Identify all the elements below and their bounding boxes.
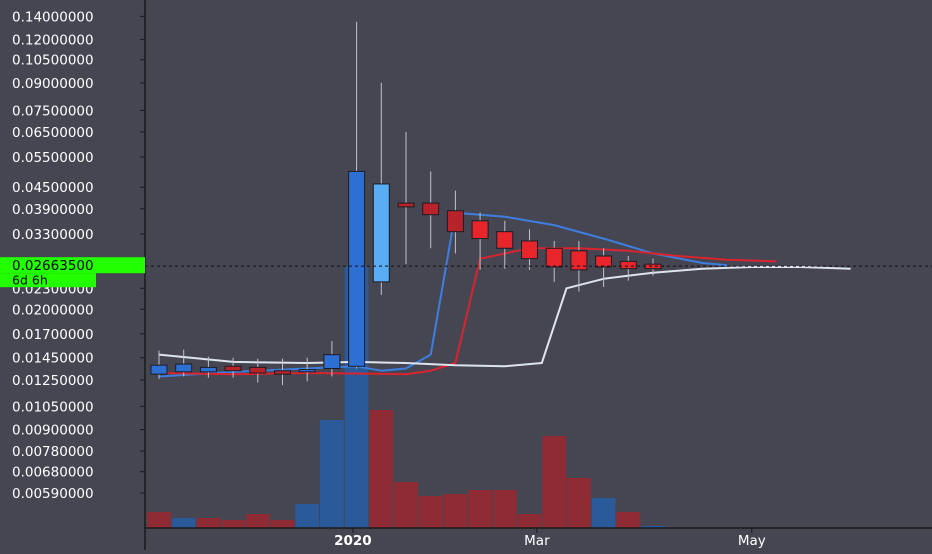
volume-bar	[245, 514, 270, 528]
candle-body	[471, 220, 489, 240]
volume-bar	[641, 526, 665, 528]
candle-body	[644, 263, 662, 270]
volume-bar	[468, 490, 492, 528]
y-tick-label: 0.00590000	[12, 486, 94, 502]
candle-body	[595, 255, 613, 268]
y-tick-label: 0.09000000	[12, 76, 94, 92]
volume-bar	[147, 512, 171, 528]
volume-bar	[221, 520, 245, 528]
countdown-badge	[0, 273, 96, 288]
candle-body	[348, 170, 366, 367]
candle	[496, 220, 514, 269]
candle-body	[298, 369, 316, 373]
candle	[397, 131, 415, 265]
countdown-label: 6d 6h	[12, 273, 48, 288]
candles	[150, 21, 662, 385]
volume-bar	[591, 498, 616, 528]
y-tick-label: 0.03900000	[12, 202, 94, 218]
candle-body	[274, 370, 291, 375]
candle	[471, 212, 489, 270]
candle	[199, 356, 217, 378]
volume-bar	[369, 410, 394, 528]
volume-bar	[492, 490, 517, 528]
volume-bar	[320, 420, 344, 528]
candle-body	[446, 210, 464, 233]
x-tick-label: Mar	[524, 533, 550, 549]
candle	[323, 341, 341, 377]
y-tick-label: 0.14000000	[12, 9, 94, 25]
candle-body	[150, 364, 168, 375]
current-price-label: 0.02663500	[12, 258, 94, 274]
volume-bar	[418, 496, 443, 528]
current-price-badge	[0, 257, 145, 274]
y-tick-label: 0.07500000	[12, 103, 94, 119]
volume-bar	[196, 518, 221, 528]
x-tick-label: May	[738, 533, 766, 549]
candle-body	[397, 202, 415, 208]
volume-bar	[517, 514, 542, 528]
volume-bar	[171, 518, 196, 528]
axes: 0.14000000 0.12000000 0.10500000 0.09000000…	[12, 0, 932, 550]
y-tick-label: 0.03300000	[12, 227, 94, 243]
candle-body	[570, 250, 588, 271]
candle	[619, 255, 637, 281]
candle-body	[175, 363, 193, 373]
volume-bar	[394, 482, 418, 528]
volume-bars	[147, 266, 665, 528]
y-tick-label: 0.10500000	[12, 53, 94, 69]
candle	[150, 350, 168, 379]
y-tick-label: 0.00900000	[12, 423, 94, 439]
candle-body	[545, 247, 563, 268]
indicator-line	[158, 211, 728, 378]
candle-body	[249, 366, 267, 374]
volume-bar	[616, 512, 641, 528]
volume-bar	[443, 494, 468, 528]
candle	[372, 82, 390, 295]
candle	[422, 171, 440, 249]
y-tick-label: 0.04500000	[12, 180, 94, 196]
candle-body	[323, 354, 341, 369]
candle-body	[521, 240, 538, 260]
y-tick-label: 0.00680000	[12, 465, 94, 481]
y-tick-label: 0.01050000	[12, 399, 94, 415]
y-tick-label: 0.01700000	[12, 327, 94, 343]
candle-body	[199, 366, 217, 373]
y-tick-label: 0.05500000	[12, 150, 94, 166]
indicator-line	[158, 247, 777, 376]
candle-body	[619, 260, 637, 270]
y-tick-label: 0.00780000	[12, 444, 94, 460]
volume-bar	[295, 504, 320, 528]
candle	[298, 357, 316, 382]
y-tick-label: 0.01250000	[12, 373, 94, 389]
candle	[249, 358, 267, 383]
y-tick-label: 0.02000000	[12, 302, 94, 318]
y-tick-label: 0.01450000	[12, 351, 94, 367]
x-tick-label: 2020	[334, 533, 372, 549]
candle-body	[496, 231, 514, 249]
volume-bar	[567, 478, 591, 528]
y-tick-label: 0.06500000	[12, 125, 94, 141]
candle-body	[224, 365, 242, 372]
candle	[274, 358, 291, 385]
candle	[521, 229, 538, 270]
candle	[595, 248, 613, 287]
candle	[175, 349, 193, 377]
candle	[224, 357, 242, 378]
volume-bar	[542, 436, 567, 528]
candle-body	[372, 183, 390, 283]
candle	[545, 240, 563, 282]
candle-body	[422, 202, 440, 216]
candle	[446, 190, 464, 254]
volume-bar	[270, 520, 295, 528]
y-tick-label: 0.12000000	[12, 33, 94, 49]
candle	[348, 21, 366, 369]
indicator-line	[158, 266, 851, 368]
